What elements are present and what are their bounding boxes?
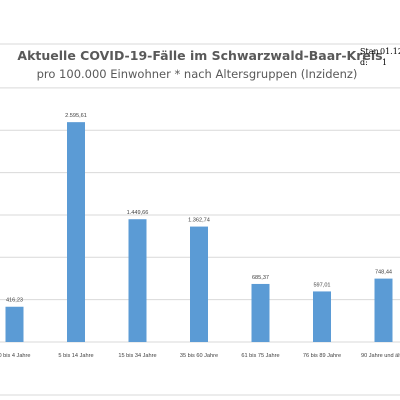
data-label-4: 685,37 (252, 275, 269, 281)
tick-label-3: 35 bis 60 Jahre (180, 353, 218, 359)
bar-6 (374, 278, 393, 342)
data-label-3: 1.362,74 (188, 218, 210, 224)
stand-value-line1: 01.12 (380, 47, 400, 56)
bar-2 (128, 219, 147, 342)
bar-3 (190, 226, 208, 342)
tick-label-1: 5 bis 14 Jahre (58, 353, 93, 359)
x-tick-labels: 0 bis 4 Jahre 5 bis 14 Jahre 15 bis 34 Jah… (0, 353, 400, 359)
stand-label-line1: Stan (360, 47, 379, 56)
stand-value-line2: 1 (382, 58, 387, 67)
bar-4 (251, 283, 270, 342)
tick-label-6: 90 Jahre und älter (361, 353, 400, 359)
tick-label-2: 15 bis 34 Jahre (118, 353, 156, 359)
bar-0 (5, 306, 24, 342)
data-label-1: 2.595,61 (65, 113, 87, 119)
chart-subtitle: pro 100.000 Einwohner * nach Altersgrupp… (37, 67, 358, 81)
data-label-0: 416,23 (6, 298, 23, 304)
bars (5, 122, 393, 343)
chart-title: Aktuelle COVID-19-Fälle im Schwarzwald-B… (17, 48, 382, 63)
tick-label-4: 61 bis 75 Jahre (241, 353, 279, 359)
data-label-6: 748,44 (375, 270, 392, 276)
data-label-5: 597,01 (313, 282, 330, 288)
bar-1 (67, 122, 85, 343)
stand-label-line2: d: (360, 58, 368, 67)
data-label-2: 1.449,66 (127, 210, 149, 216)
tick-label-5: 76 bis 89 Jahre (303, 353, 341, 359)
data-labels: 416,23 2.595,61 1.449,66 1.362,74 685,37 597,… (6, 113, 392, 304)
tick-label-0: 0 bis 4 Jahre (0, 353, 31, 359)
bar-5 (313, 291, 331, 342)
